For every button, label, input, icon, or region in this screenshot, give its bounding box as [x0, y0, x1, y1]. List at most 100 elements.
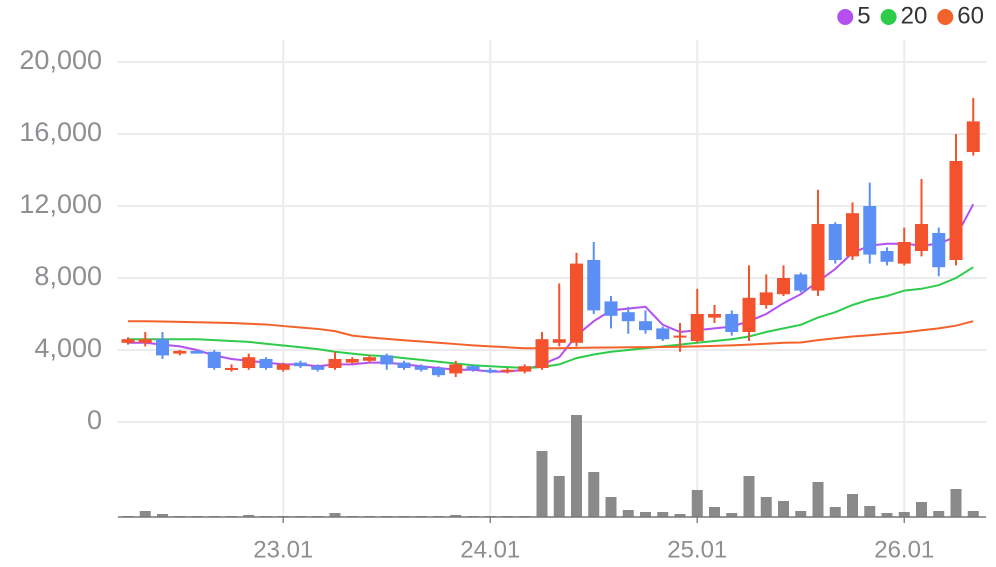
candle-body — [570, 263, 583, 343]
candle-body — [345, 359, 359, 363]
candle-body — [276, 364, 290, 370]
candle-body — [828, 224, 842, 260]
candle-body — [966, 121, 980, 152]
candle-body — [414, 366, 428, 370]
legend-swatch — [837, 9, 854, 25]
volume-bar — [743, 476, 755, 517]
x-tick-label: 25.01 — [667, 536, 727, 563]
volume-bar — [691, 490, 703, 517]
volume-bar — [139, 511, 151, 517]
y-tick-label: 12,000 — [19, 189, 102, 219]
candle-body — [846, 213, 859, 257]
volume-bar — [622, 510, 634, 517]
candle-body — [207, 351, 221, 368]
y-tick-label: 0 — [87, 405, 102, 435]
candle-body — [518, 366, 532, 372]
volume-bar — [571, 415, 582, 517]
y-tick-label: 16,000 — [19, 117, 102, 147]
candle-body — [915, 224, 928, 251]
volume-bar — [778, 501, 789, 517]
x-tick-label: 26.01 — [874, 536, 934, 563]
legend-swatch — [880, 9, 897, 25]
candle-body — [483, 369, 497, 372]
ma-line — [128, 320, 974, 350]
volume-bar — [881, 513, 893, 517]
candle-body — [794, 274, 808, 291]
legend-label: 20 — [901, 2, 928, 29]
candle-body — [535, 339, 549, 368]
candle-body — [932, 233, 946, 268]
volume-bar — [726, 513, 738, 517]
candle-body — [259, 359, 273, 368]
volume-bar — [243, 515, 255, 517]
y-tick-label: 4,000 — [34, 333, 102, 363]
candle-body — [656, 328, 670, 340]
volume-bar — [536, 451, 548, 517]
volume-bar — [916, 502, 927, 517]
y-tick-label: 20,000 — [19, 45, 102, 75]
candle-body — [708, 314, 721, 318]
candle-body — [673, 335, 687, 338]
volume-bar — [847, 494, 858, 517]
candle-body — [449, 364, 463, 374]
candle-body — [897, 242, 911, 264]
volume-bar — [933, 511, 945, 517]
volume-bar — [829, 507, 841, 517]
candle-body — [363, 357, 376, 361]
candle-body — [690, 314, 704, 341]
volume-bar — [588, 472, 600, 517]
ma-line — [128, 266, 974, 370]
candle-body — [328, 359, 342, 368]
candle-body — [949, 161, 963, 260]
candle-body — [173, 350, 187, 354]
y-tick-label: 8,000 — [34, 261, 102, 291]
candle-body — [466, 366, 480, 370]
volume-bar — [640, 512, 651, 517]
volume-bar — [795, 511, 807, 517]
x-tick-label: 23.01 — [253, 536, 313, 563]
candle-body — [759, 292, 773, 305]
candle-body — [138, 339, 152, 343]
candle-body — [639, 321, 652, 331]
candle-body — [880, 251, 894, 262]
volume-bar — [950, 489, 962, 517]
volume-bar — [450, 515, 462, 517]
candle-body — [742, 297, 756, 332]
volume-bar — [553, 476, 565, 517]
candle-body — [380, 355, 394, 365]
volume-bar — [157, 514, 168, 517]
volume-bar — [329, 513, 341, 517]
volume-bar — [674, 514, 686, 517]
candle-body — [811, 224, 825, 291]
candle-body — [621, 312, 635, 322]
volume-bar — [760, 497, 772, 517]
legend-label: 60 — [957, 2, 984, 29]
candle-body — [190, 350, 204, 354]
candle-body — [777, 278, 790, 295]
legend-swatch — [937, 9, 954, 25]
candle-body — [587, 260, 601, 311]
volume-bar — [812, 482, 824, 517]
candle-body — [552, 339, 566, 343]
candle-body — [397, 362, 411, 368]
candle-body — [311, 366, 325, 370]
volume-bar — [864, 506, 876, 517]
candle-body — [725, 314, 739, 332]
legend-label: 5 — [857, 2, 870, 29]
candle-body — [242, 357, 256, 368]
volume-bar — [967, 511, 979, 517]
volume-bar — [709, 507, 720, 517]
x-tick-label: 24.01 — [460, 536, 520, 563]
volume-bar — [898, 512, 910, 517]
candle-body — [156, 339, 169, 356]
candle-body — [432, 368, 445, 376]
candle-body — [604, 301, 618, 316]
volume-bar — [657, 512, 669, 517]
volume-bar — [605, 497, 617, 517]
candle-body — [294, 362, 307, 367]
candle-body — [225, 368, 238, 370]
candle-body — [863, 206, 877, 255]
candle-body — [121, 339, 135, 343]
candle-body — [501, 369, 514, 372]
